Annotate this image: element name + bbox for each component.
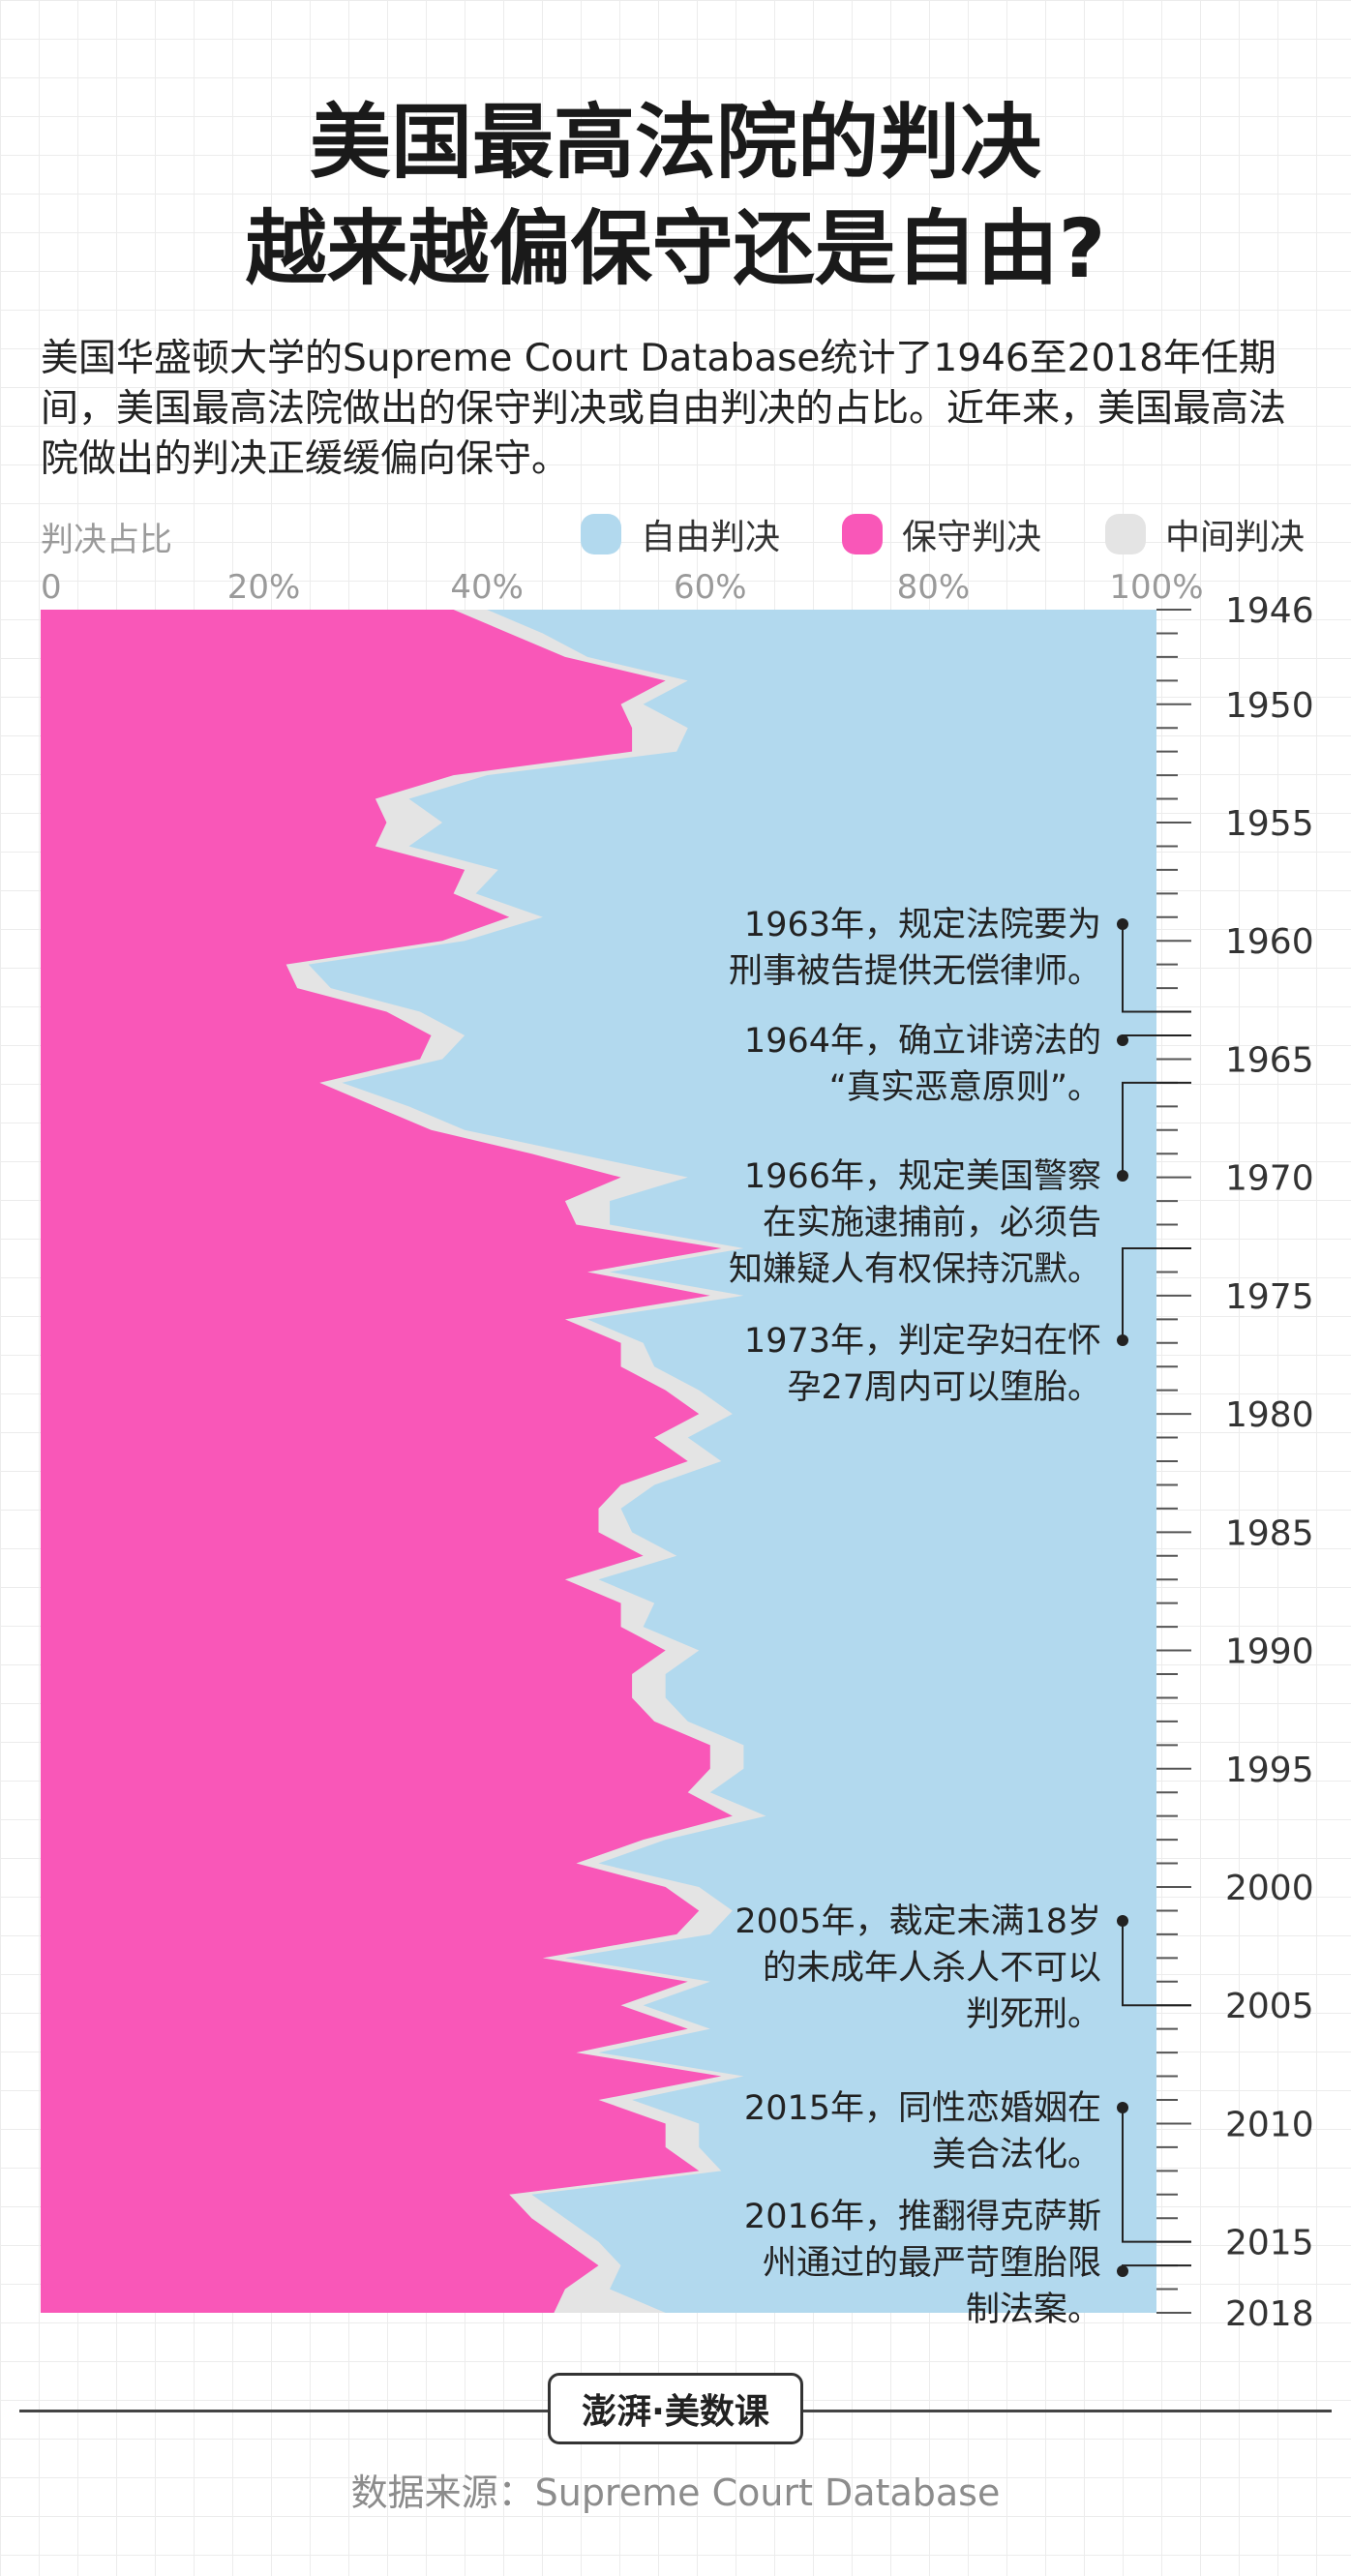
year-tick-label: 1975 bbox=[1225, 1277, 1314, 1317]
year-tick-label: 2005 bbox=[1225, 1987, 1314, 2026]
footer-divider-right bbox=[803, 2410, 1332, 2412]
year-tick-label: 1965 bbox=[1225, 1040, 1314, 1080]
year-tick-label: 1995 bbox=[1225, 1751, 1314, 1790]
year-tick-label: 1980 bbox=[1225, 1395, 1314, 1435]
annotation-text: 美合法化。 bbox=[932, 2136, 1101, 2174]
x-tick-label: 80% bbox=[897, 568, 971, 607]
legend-label-neutral: 中间判决 bbox=[1165, 518, 1306, 557]
annotation-text: 1963年，规定法院要为 bbox=[744, 906, 1101, 944]
footer-divider-left bbox=[19, 2410, 548, 2412]
x-tick-label: 20% bbox=[227, 568, 301, 607]
legend-item-neutral: 中间判决 bbox=[1105, 509, 1305, 559]
year-tick-label: 1990 bbox=[1225, 1632, 1314, 1672]
annotation-text: 2005年，裁定未满18岁 bbox=[735, 1902, 1101, 1941]
annotation-connector bbox=[1122, 2264, 1191, 2271]
annotation-text: 2015年，同性恋婚姻在 bbox=[744, 2089, 1101, 2128]
annotation-connector bbox=[1122, 1921, 1191, 2007]
year-tick-label: 2010 bbox=[1225, 2105, 1314, 2144]
annotation-text: 州通过的最严苛堕胎限 bbox=[763, 2244, 1101, 2283]
annotation-text: 制法案。 bbox=[966, 2291, 1101, 2329]
brand-logo: 澎湃·美数课 bbox=[548, 2373, 803, 2444]
chart-title: 美国最高法院的判决 越来越偏保守还是自由? bbox=[0, 89, 1351, 302]
annotation-text: “真实恶意原则”。 bbox=[829, 1068, 1101, 1107]
annotation-text: 刑事被告提供无偿律师。 bbox=[729, 952, 1101, 991]
annotation-connector bbox=[1122, 1247, 1191, 1340]
legend-label-liberal: 自由判决 bbox=[641, 518, 781, 557]
annotation-text: 2016年，推翻得克萨斯 bbox=[744, 2198, 1101, 2236]
conservative-area bbox=[41, 610, 733, 2313]
year-tick-label: 2015 bbox=[1225, 2224, 1314, 2263]
x-tick-label: 40% bbox=[450, 568, 524, 607]
legend-item-liberal: 自由判决 bbox=[581, 509, 780, 559]
annotation-text: 1973年，判定孕妇在怀 bbox=[744, 1322, 1101, 1361]
title-line-2: 越来越偏保守还是自由? bbox=[245, 201, 1106, 296]
stacked-area-chart: 0 20% 40% 60% 80% 100% 1946 1950 1955 1960 1965 197… bbox=[41, 568, 1314, 2334]
year-tick-label: 2018 bbox=[1225, 2294, 1314, 2334]
year-tick-label: 2000 bbox=[1225, 1869, 1314, 1908]
x-tick-label: 60% bbox=[674, 568, 747, 607]
annotation-text: 1964年，确立诽谤法的 bbox=[744, 1022, 1101, 1061]
annotation-text: 判死刑。 bbox=[966, 1995, 1101, 2034]
x-tick-label: 0 bbox=[41, 568, 62, 607]
annotation-text: 在实施逮捕前，必须告 bbox=[763, 1204, 1101, 1243]
annotation-connector bbox=[1122, 1081, 1191, 1176]
title-line-1: 美国最高法院的判决 bbox=[309, 95, 1041, 190]
legend-item-conservative: 保守判决 bbox=[842, 509, 1041, 559]
legend-swatch-neutral bbox=[1105, 514, 1146, 554]
annotation-text: 孕27周内可以堕胎。 bbox=[787, 1368, 1101, 1407]
annotation-connector bbox=[1122, 924, 1191, 1013]
year-tick-label: 1955 bbox=[1225, 804, 1314, 844]
data-source: 数据来源：Supreme Court Database bbox=[350, 2471, 1001, 2514]
annotation-text: 的未成年人杀人不可以 bbox=[763, 1949, 1101, 1988]
year-tick-label: 1950 bbox=[1225, 686, 1314, 726]
annotation-connector bbox=[1122, 1034, 1191, 1040]
brand-logo-text: 澎湃·美数课 bbox=[582, 2392, 769, 2432]
year-tick-label: 1960 bbox=[1225, 922, 1314, 962]
year-tick-label: 1985 bbox=[1225, 1513, 1314, 1553]
legend-swatch-conservative bbox=[842, 514, 883, 554]
annotation-text: 知嫌疑人有权保持沉默。 bbox=[729, 1250, 1101, 1289]
legend-label-conservative: 保守判决 bbox=[902, 518, 1042, 557]
annotation-connector bbox=[1122, 2108, 1191, 2243]
annotation-text: 1966年，规定美国警察 bbox=[744, 1157, 1101, 1196]
chart-legend: 自由判决 保守判决 中间判决 bbox=[581, 509, 1316, 557]
value-axis-title: 判决占比 bbox=[41, 521, 172, 559]
year-tick-label: 1970 bbox=[1225, 1159, 1314, 1199]
x-tick-label: 100% bbox=[1109, 568, 1203, 607]
legend-swatch-liberal bbox=[581, 514, 621, 554]
chart-subtitle: 美国华盛顿大学的Supreme Court Database统计了1946至20… bbox=[41, 337, 1287, 481]
year-tick-label: 1946 bbox=[1225, 591, 1314, 631]
